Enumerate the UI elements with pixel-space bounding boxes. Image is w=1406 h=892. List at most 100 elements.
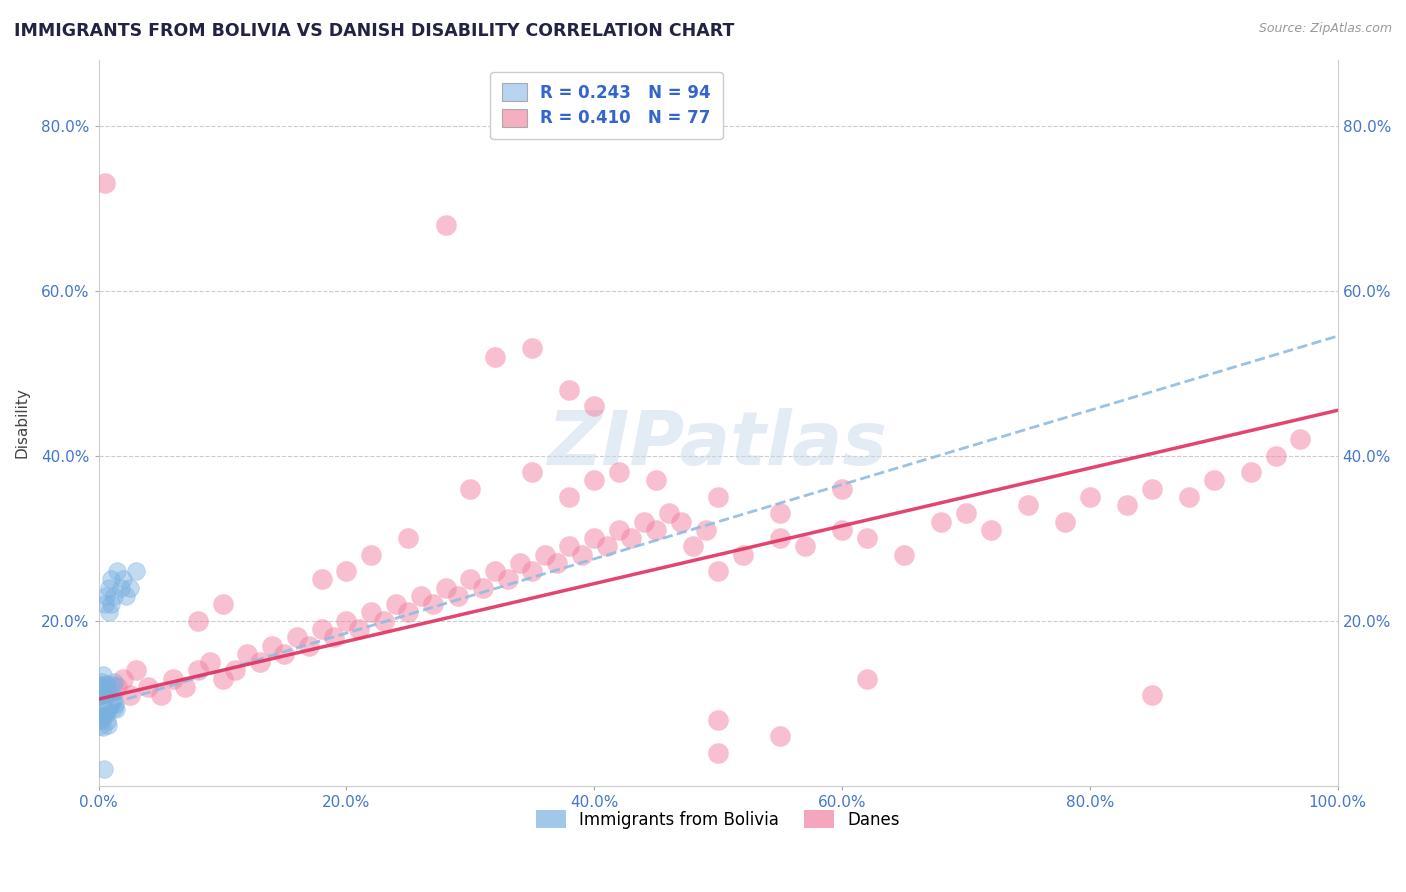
Point (731, 548, 754, 562)
Point (1140, 688, 1163, 702)
Point (347, 622, 370, 636)
Point (769, 507, 792, 521)
Point (471, 581, 494, 595)
Point (104, 701, 127, 715)
Point (100, 692, 122, 706)
Point (447, 589, 470, 603)
Point (100, 573, 122, 587)
Text: IMMIGRANTS FROM BOLIVIA VS DANISH DISABILITY CORRELATION CHART: IMMIGRANTS FROM BOLIVIA VS DANISH DISABI… (14, 22, 734, 40)
Point (91, 690, 114, 705)
Point (929, 515, 952, 529)
Point (360, 548, 382, 562)
Point (115, 589, 138, 603)
Point (97, 581, 120, 595)
Point (105, 564, 128, 578)
Point (409, 589, 432, 603)
Point (94, 688, 117, 702)
Point (1264, 449, 1286, 463)
Point (96, 714, 118, 728)
Point (112, 573, 135, 587)
Point (90, 700, 112, 714)
Point (558, 490, 581, 504)
Point (89, 713, 111, 727)
Point (831, 482, 853, 496)
Point (422, 597, 444, 611)
Point (1054, 515, 1077, 529)
Point (583, 399, 606, 413)
Point (90, 694, 112, 708)
Point (373, 614, 395, 628)
Point (434, 218, 457, 232)
Point (96, 696, 118, 710)
Point (496, 573, 519, 587)
Point (98, 700, 121, 714)
Point (658, 507, 681, 521)
Point (162, 672, 184, 686)
Point (101, 694, 124, 708)
Point (125, 564, 148, 578)
Point (335, 614, 357, 628)
Point (104, 697, 127, 711)
Point (98, 699, 121, 714)
Point (91, 704, 114, 718)
Y-axis label: Disability: Disability (15, 387, 30, 458)
Point (90, 703, 112, 717)
Point (89, 688, 111, 702)
Point (149, 688, 172, 702)
Point (118, 688, 141, 702)
Point (103, 678, 125, 692)
Point (707, 713, 730, 727)
Point (1116, 498, 1139, 512)
Point (89, 704, 111, 718)
Point (97, 700, 120, 714)
Point (96, 691, 118, 706)
Point (98, 691, 121, 706)
Point (522, 564, 544, 578)
Point (93, 692, 115, 706)
Point (91, 699, 114, 714)
Point (1178, 490, 1201, 504)
Point (93, 685, 115, 699)
Point (93, 705, 115, 719)
Point (97, 683, 120, 698)
Point (484, 564, 506, 578)
Point (211, 597, 233, 611)
Point (91, 709, 114, 723)
Point (93, 721, 115, 735)
Point (533, 548, 555, 562)
Point (90, 706, 112, 721)
Point (1289, 432, 1312, 446)
Point (90, 687, 112, 701)
Point (94, 177, 117, 191)
Point (509, 556, 531, 570)
Point (311, 573, 333, 587)
Point (595, 540, 617, 554)
Point (484, 350, 506, 364)
Point (793, 540, 815, 554)
Point (98, 698, 121, 713)
Point (460, 482, 482, 496)
Point (607, 523, 630, 537)
Point (91, 668, 114, 682)
Point (396, 606, 419, 620)
Point (87, 691, 110, 706)
Point (583, 474, 606, 488)
Point (94, 698, 117, 713)
Point (89, 697, 111, 711)
Point (125, 663, 148, 677)
Point (831, 523, 853, 537)
Point (1078, 490, 1101, 504)
Point (224, 663, 246, 677)
Point (558, 540, 581, 554)
Point (707, 746, 730, 760)
Point (607, 465, 630, 479)
Point (187, 663, 209, 677)
Point (105, 680, 128, 694)
Point (645, 523, 668, 537)
Point (94, 689, 117, 703)
Point (311, 622, 333, 636)
Point (980, 523, 1002, 537)
Point (273, 647, 295, 661)
Point (434, 581, 457, 595)
Point (893, 548, 915, 562)
